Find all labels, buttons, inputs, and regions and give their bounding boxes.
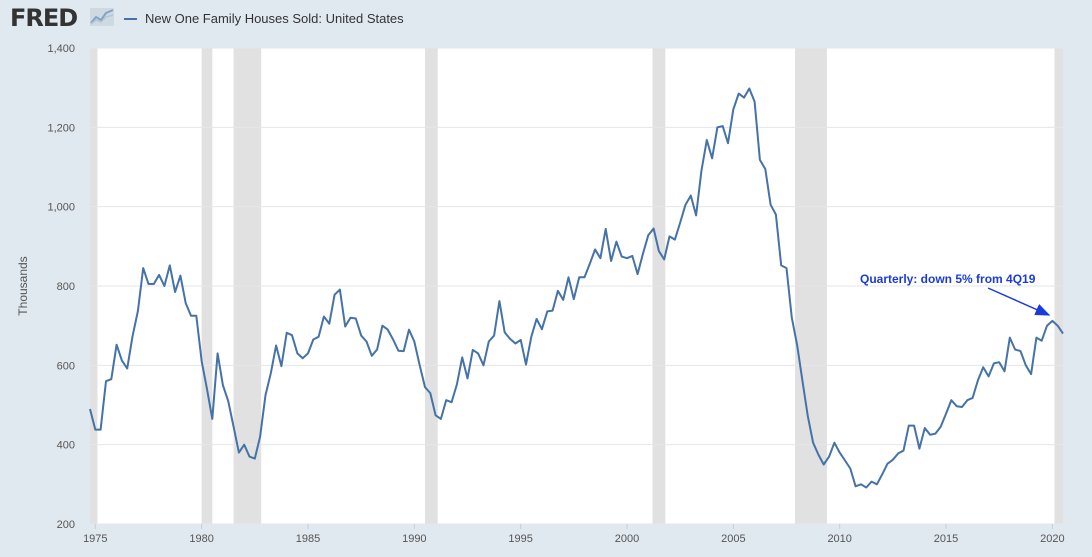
x-tick-label: 1990 xyxy=(402,533,426,545)
y-tick-label: 800 xyxy=(57,281,75,293)
fred-logo[interactable]: FRED xyxy=(10,4,78,32)
legend-series-swatch xyxy=(124,17,137,20)
x-tick-label: 2020 xyxy=(1040,533,1064,545)
y-tick-label: 600 xyxy=(57,360,75,372)
x-tick-label: 2000 xyxy=(615,533,639,545)
legend-series-label: New One Family Houses Sold: United State… xyxy=(145,11,404,26)
y-tick-label: 1,400 xyxy=(47,43,75,55)
y-tick-label: 1,200 xyxy=(47,122,75,134)
x-tick-label: 2010 xyxy=(827,533,851,545)
chart-legend[interactable]: New One Family Houses Sold: United State… xyxy=(124,11,404,26)
x-axis-ticks: 1975 1980 1985 1990 1995 2000 2005 2010 2015 2020 xyxy=(83,524,1065,545)
fred-logo-graph-icon xyxy=(90,8,114,26)
series-group xyxy=(89,87,1064,489)
x-tick-label: 2005 xyxy=(721,533,745,545)
chart-annotation: Quarterly: down 5% from 4Q19 xyxy=(860,272,1036,286)
annotation-arrow xyxy=(987,287,1051,316)
x-tick-label: 1995 xyxy=(508,533,532,545)
chart-header: FRED New One Family Houses Sold: United … xyxy=(0,0,1092,38)
y-tick-label: 400 xyxy=(57,440,75,452)
x-tick-label: 1980 xyxy=(189,533,213,545)
y-axis-ticks: 200 400 600 800 1,000 1,200 1,400 xyxy=(47,43,75,531)
x-tick-label: 2015 xyxy=(934,533,958,545)
y-axis-label: Thousands xyxy=(16,256,30,315)
x-tick-label: 1985 xyxy=(296,533,320,545)
series-line[interactable] xyxy=(89,87,1064,489)
y-tick-label: 200 xyxy=(57,519,75,531)
y-tick-label: 1,000 xyxy=(47,202,75,214)
x-tick-label: 1975 xyxy=(83,533,107,545)
gridlines xyxy=(90,47,1063,525)
